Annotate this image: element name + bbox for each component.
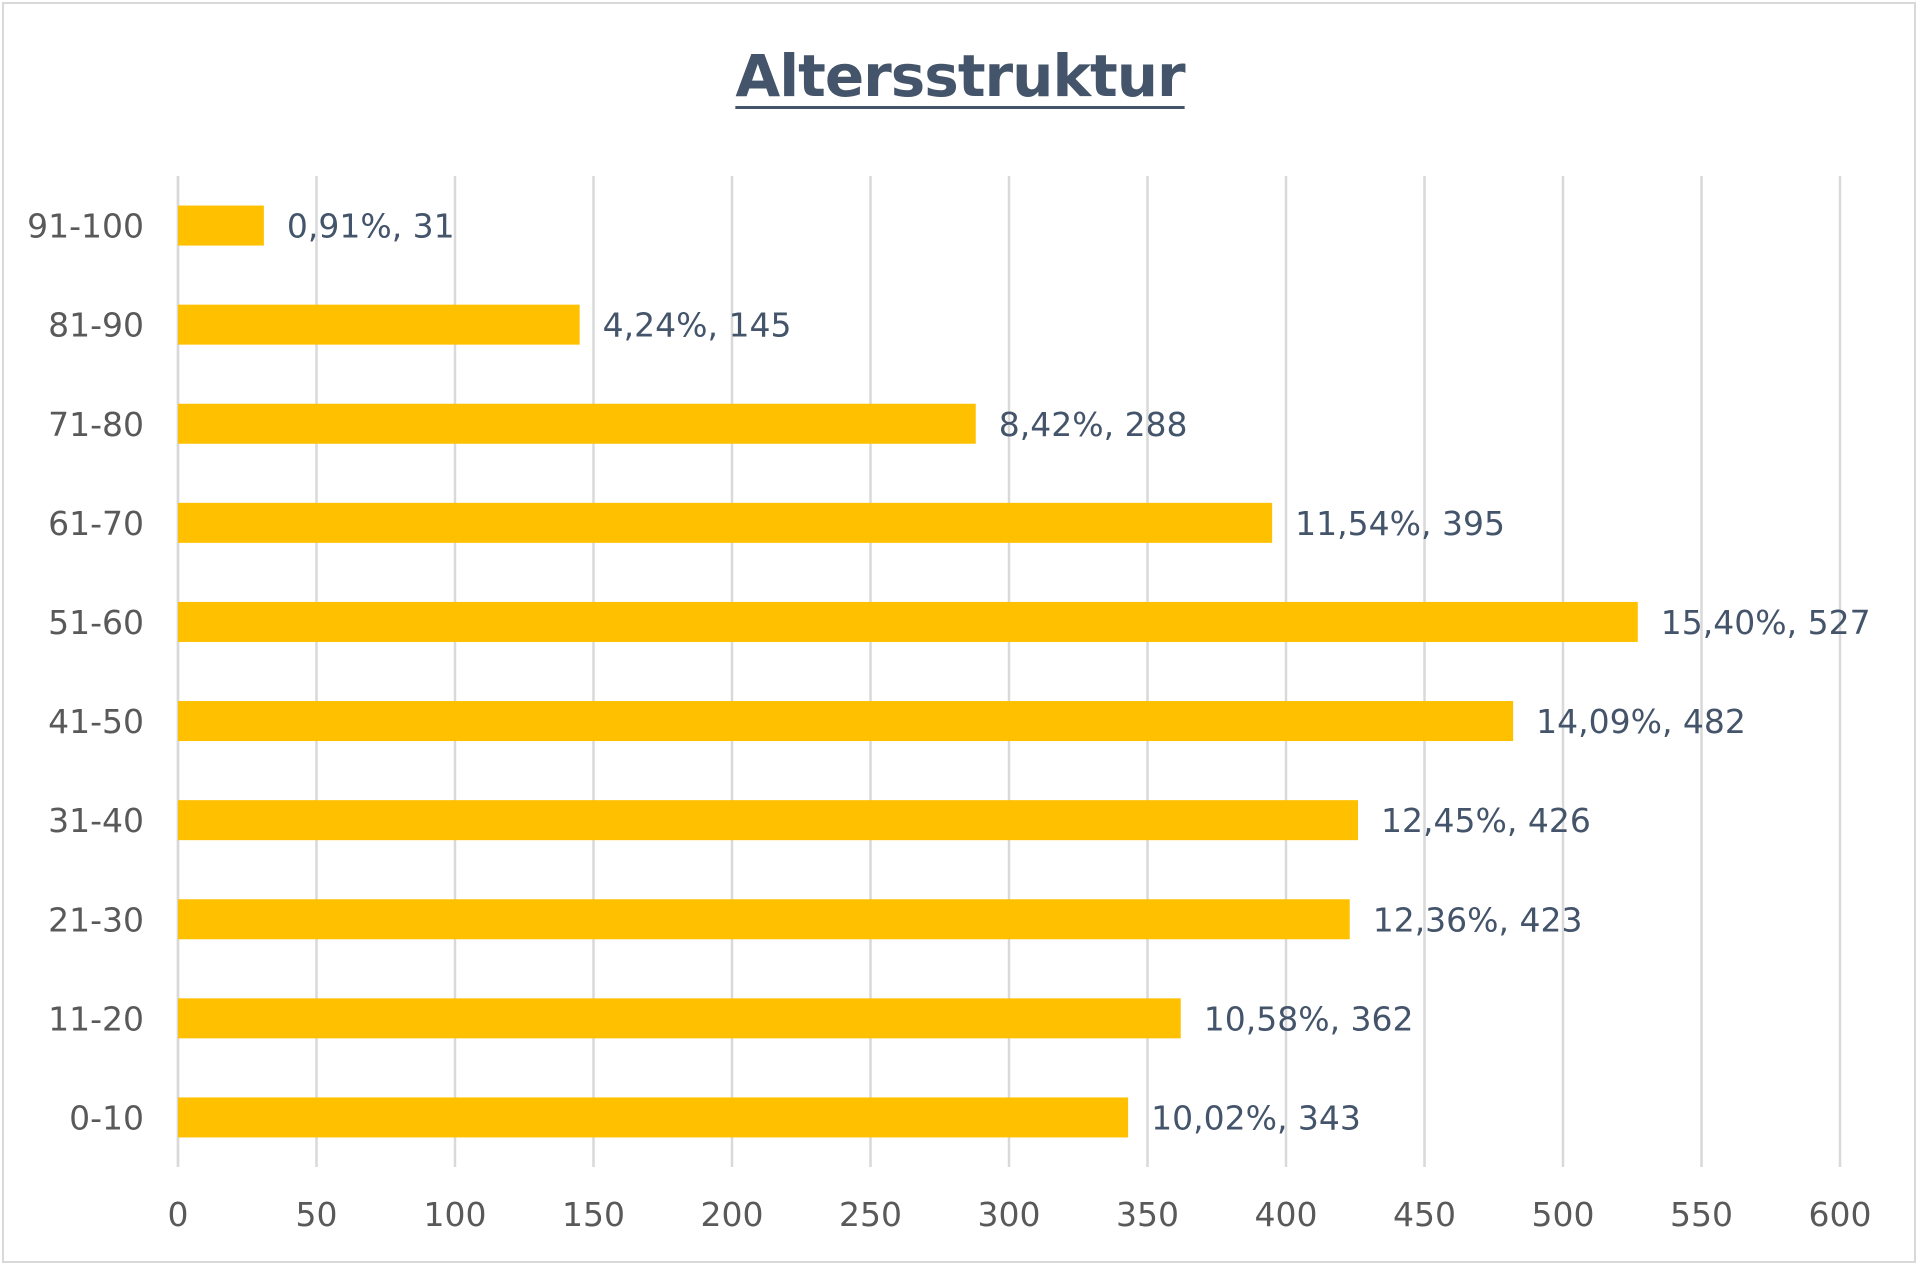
data-label: 15,40%, 527 <box>1661 603 1871 642</box>
x-tick-label: 300 <box>978 1195 1041 1234</box>
category-label: 71-80 <box>48 405 144 444</box>
bar-91-100 <box>178 205 264 246</box>
data-label: 12,36%, 423 <box>1373 900 1583 939</box>
category-labels: 0-10 11-20 21-30 31-40 41-50 51-60 61-70 71-80 8… <box>27 207 144 1138</box>
data-label: 8,42%, 288 <box>999 405 1188 444</box>
category-label: 91-100 <box>27 207 144 246</box>
category-label: 11-20 <box>48 999 144 1038</box>
bar-61-70 <box>178 502 1273 543</box>
bar-0-10 <box>178 1097 1129 1138</box>
data-label: 14,09%, 482 <box>1536 702 1746 741</box>
bar-21-30 <box>178 899 1350 940</box>
category-label: 21-30 <box>48 900 144 939</box>
data-label: 0,91%, 31 <box>287 207 455 246</box>
x-tick-label: 250 <box>839 1195 902 1234</box>
x-tick-label: 350 <box>1116 1195 1179 1234</box>
bar-31-40 <box>178 800 1359 841</box>
x-tick-labels: 0 50 100 150 200 250 300 350 400 450 500 550 600 <box>168 1195 1872 1234</box>
category-label: 41-50 <box>48 702 144 741</box>
bars <box>178 205 1638 1138</box>
data-label: 12,45%, 426 <box>1381 801 1591 840</box>
x-tick-label: 150 <box>562 1195 625 1234</box>
x-tick-label: 500 <box>1532 1195 1595 1234</box>
x-tick-label: 200 <box>701 1195 764 1234</box>
data-label: 11,54%, 395 <box>1295 504 1505 543</box>
x-tick-label: 550 <box>1670 1195 1733 1234</box>
category-label: 61-70 <box>48 504 144 543</box>
category-label: 31-40 <box>48 801 144 840</box>
data-labels: 10,02%, 343 10,58%, 362 12,36%, 423 12,45%,… <box>287 207 1871 1138</box>
category-label: 51-60 <box>48 603 144 642</box>
bar-11-20 <box>178 998 1181 1039</box>
bar-51-60 <box>178 601 1638 642</box>
data-label: 10,58%, 362 <box>1204 999 1414 1038</box>
bar-41-50 <box>178 701 1514 742</box>
x-tick-label: 400 <box>1255 1195 1318 1234</box>
x-tick-label: 50 <box>296 1195 338 1234</box>
chart-title: Altersstruktur <box>735 42 1185 110</box>
bar-81-90 <box>178 304 580 345</box>
category-label: 0-10 <box>69 1098 144 1137</box>
category-label: 81-90 <box>48 306 144 345</box>
x-tick-label: 450 <box>1393 1195 1456 1234</box>
data-label: 4,24%, 145 <box>603 306 792 345</box>
data-label: 10,02%, 343 <box>1151 1098 1361 1137</box>
x-tick-label: 600 <box>1809 1195 1872 1234</box>
x-tick-label: 0 <box>168 1195 189 1234</box>
bar-71-80 <box>178 403 976 444</box>
x-tick-label: 100 <box>424 1195 487 1234</box>
